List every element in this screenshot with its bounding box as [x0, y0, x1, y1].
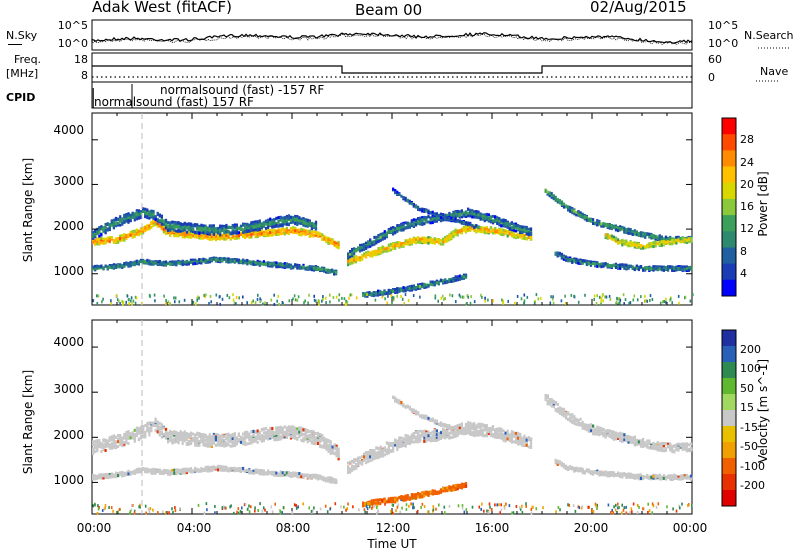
power-ytick-1000: 1000 [53, 264, 84, 278]
power-colorbar-tick: 4 [740, 266, 747, 280]
power-ytick-3000: 3000 [53, 174, 84, 188]
velocity-colorbar-tick: 50 [740, 381, 754, 395]
xtick-4: 16:00 [474, 521, 510, 535]
freq-trace [92, 65, 692, 74]
power-panel-frame [91, 112, 693, 306]
velocity-colorbar-tick: 15 [740, 401, 754, 415]
nsky-trace [91, 32, 693, 44]
velocity-colorbar-tick: -200 [740, 479, 765, 493]
beam-title: Beam 00 [355, 1, 423, 19]
xtick-2: 08:00 [275, 521, 311, 535]
velocity-colorbar-tick: 100 [740, 362, 761, 376]
velocity-ytick-1000: 1000 [53, 473, 84, 487]
nave-label: Nave [760, 65, 789, 78]
velocity-colorbar-segment [722, 330, 736, 347]
power-colorbar-tick: 12 [740, 222, 754, 236]
velocity-colorbar-frame [721, 329, 737, 507]
power-ytick-4000: 4000 [53, 123, 84, 137]
power-colorbar-tick: 20 [740, 177, 754, 191]
velocity-heatmap [92, 394, 693, 515]
velocity-colorbar-tick: 200 [740, 342, 761, 356]
nsky-legend-line [8, 44, 22, 45]
power-colorbar-tick: 16 [740, 200, 754, 213]
velocity-colorbar-segment [722, 490, 736, 507]
nave-tick-low: 0 [708, 71, 715, 84]
power-colorbar-segment [722, 279, 736, 297]
cpid-panel-frame [91, 81, 693, 109]
power-colorbar-segment [722, 134, 736, 151]
power-colorbar-segment [722, 198, 736, 216]
freq-tick-high: 18 [74, 53, 88, 66]
radar-title: Adak West (fitACF) [92, 0, 232, 16]
nave-tick-high: 60 [708, 53, 722, 66]
power-colorbar-segment [722, 247, 736, 265]
velocity-colorbar-segment [722, 474, 736, 491]
xtick-1: 04:00 [176, 521, 212, 535]
power-colorbar-segment [722, 166, 736, 184]
velocity-colorbar-tick: -15 [740, 420, 758, 434]
xtick-3: 12:00 [375, 521, 411, 535]
velocity-ytick-2000: 2000 [53, 428, 84, 442]
nsearch-trace [91, 33, 693, 46]
power-colorbar-tick: 24 [740, 155, 754, 169]
xtick-0: 00:00 [76, 521, 112, 535]
nsky-label: N.Sky [6, 29, 38, 42]
power-colorbar-segment [722, 231, 736, 248]
xtick-5: 20:00 [573, 521, 609, 535]
power-colorbar-segment [722, 215, 736, 232]
velocity-colorbar-segment [722, 458, 736, 475]
velocity-panel-frame [91, 319, 693, 515]
nsky-tick-high: 10^5 [57, 19, 88, 32]
cpid-mode-1: normalsound (fast) -157 RF [160, 83, 325, 97]
cpid-label: CPID [6, 91, 36, 104]
nsky-panel-frame [91, 19, 693, 51]
velocity-ytick-3000: 3000 [53, 382, 84, 396]
power-ytick-2000: 2000 [53, 219, 84, 233]
velocity-ytick-4000: 4000 [53, 335, 84, 349]
nsky-tick-low: 10^0 [57, 37, 88, 50]
power-colorbar-segment [722, 118, 736, 135]
power-colorbar-segment [722, 263, 736, 281]
velocity-colorbar-segment [722, 442, 736, 459]
nsearch-label: N.Search [744, 29, 794, 42]
velocity-colorbar-tick: -50 [740, 440, 758, 454]
power-colorbar-tick: 28 [740, 133, 754, 147]
xtick-6: 00:00 [672, 521, 708, 535]
power-colorbar-tick: 8 [740, 244, 747, 258]
freq-label: Freq. [14, 53, 42, 66]
velocity-colorbar-segment [722, 362, 736, 379]
cpid-mode-2: normalsound (fast) 157 RF [94, 95, 254, 109]
velocity-colorbar-segment [722, 410, 736, 427]
velocity-colorbar-segment [722, 426, 736, 443]
nsearch-tick-high: 10^5 [708, 19, 739, 32]
freq-panel-frame [91, 52, 693, 83]
date-title: 02/Aug/2015 [590, 0, 687, 16]
velocity-colorbar-segment [722, 394, 736, 411]
power-colorbar-segment [722, 182, 736, 200]
velocity-colorbar-tick: -100 [740, 459, 765, 473]
freq-unit-label: [MHz] [6, 67, 39, 80]
power-colorbar-segment [722, 150, 736, 168]
velocity-colorbar-segment [722, 378, 736, 395]
power-heatmap [92, 187, 694, 306]
xlabel: Time UT [367, 537, 417, 551]
nsearch-tick-low: 10^0 [708, 37, 739, 50]
freq-tick-low: 8 [81, 69, 88, 82]
velocity-colorbar-segment [722, 346, 736, 363]
power-colorbar-frame [721, 117, 737, 297]
